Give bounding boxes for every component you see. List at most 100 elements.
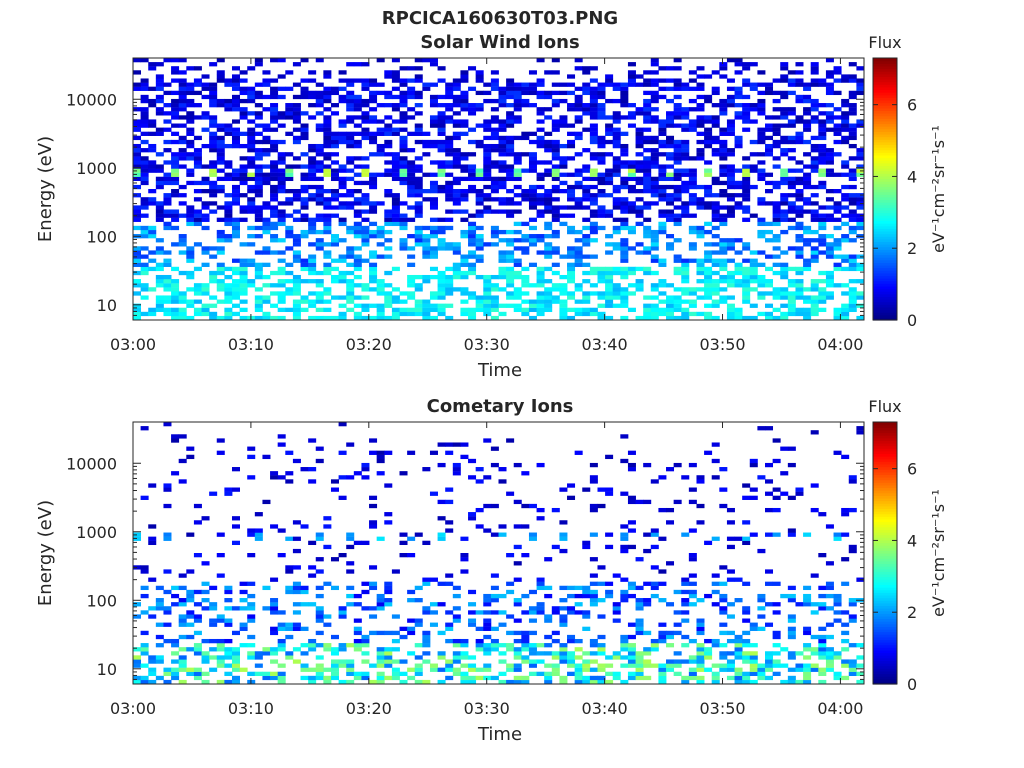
heatmap-cell bbox=[650, 70, 659, 75]
heatmap-cell bbox=[673, 254, 682, 259]
colorbar-segment bbox=[873, 545, 897, 549]
heatmap-cell bbox=[589, 638, 598, 644]
heatmap-cell bbox=[155, 164, 164, 169]
colorbar-segment bbox=[873, 262, 897, 266]
heatmap-cell bbox=[346, 262, 355, 267]
heatmap-cell bbox=[803, 152, 812, 157]
heatmap-cell bbox=[323, 667, 332, 672]
heatmap-cell bbox=[696, 279, 705, 284]
heatmap-cell bbox=[696, 156, 705, 161]
colorbar-segment bbox=[873, 466, 897, 470]
heatmap-cell bbox=[848, 143, 857, 149]
heatmap-cell bbox=[346, 115, 355, 120]
heatmap-cell bbox=[658, 86, 667, 91]
heatmap-cell bbox=[429, 610, 438, 615]
colorbar-segment bbox=[873, 94, 897, 98]
heatmap-cell bbox=[620, 254, 629, 259]
heatmap-cell bbox=[627, 225, 636, 231]
heatmap-cell bbox=[460, 307, 469, 313]
heatmap-cell bbox=[696, 266, 705, 272]
heatmap-cell bbox=[468, 176, 477, 182]
colorbar-segment bbox=[873, 532, 897, 536]
heatmap-cell bbox=[399, 148, 408, 153]
heatmap-cell bbox=[369, 524, 378, 529]
heatmap-cell bbox=[620, 589, 629, 595]
heatmap-cell bbox=[460, 234, 469, 239]
heatmap-cell bbox=[574, 152, 583, 157]
heatmap-cell bbox=[650, 107, 659, 112]
heatmap-cell bbox=[643, 168, 652, 173]
heatmap-cell bbox=[589, 270, 598, 276]
colorbar-segment bbox=[873, 623, 897, 627]
heatmap-cell bbox=[429, 82, 438, 87]
heatmap-cell bbox=[803, 647, 812, 652]
heatmap-cell bbox=[627, 462, 636, 468]
heatmap-cell bbox=[749, 139, 758, 145]
heatmap-cell bbox=[193, 307, 202, 313]
heatmap-cell bbox=[696, 115, 705, 120]
heatmap-cell bbox=[300, 90, 309, 96]
heatmap-cell bbox=[270, 234, 279, 239]
heatmap-cell bbox=[803, 94, 812, 100]
heatmap-cell bbox=[422, 254, 431, 259]
heatmap-cell bbox=[308, 303, 317, 308]
heatmap-cell bbox=[277, 250, 286, 255]
heatmap-cell bbox=[384, 160, 393, 165]
heatmap-cell bbox=[475, 307, 484, 313]
heatmap-cell bbox=[856, 679, 865, 685]
heatmap-cell bbox=[719, 164, 728, 169]
heatmap-cell bbox=[643, 148, 652, 153]
heatmap-cell bbox=[399, 307, 408, 313]
heatmap-cell bbox=[346, 176, 355, 182]
heatmap-cell bbox=[833, 209, 842, 214]
heatmap-cell bbox=[308, 479, 317, 484]
heatmap-cell bbox=[468, 213, 477, 218]
heatmap-cell bbox=[475, 209, 484, 214]
heatmap-cell bbox=[133, 152, 142, 157]
heatmap-cell bbox=[437, 499, 446, 505]
heatmap-cell bbox=[818, 655, 827, 660]
heatmap-cell bbox=[384, 229, 393, 235]
heatmap-cell bbox=[193, 299, 202, 304]
heatmap-cell bbox=[490, 70, 499, 75]
heatmap-cell bbox=[201, 659, 210, 664]
heatmap-cell bbox=[201, 115, 210, 120]
heatmap-cell bbox=[536, 184, 545, 190]
heatmap-cell bbox=[422, 577, 431, 582]
heatmap-cell bbox=[780, 270, 789, 276]
heatmap-cell bbox=[803, 119, 812, 124]
heatmap-cell bbox=[711, 303, 720, 308]
heatmap-cell bbox=[704, 291, 713, 296]
heatmap-cell bbox=[696, 626, 705, 631]
heatmap-cell bbox=[133, 303, 142, 308]
heatmap-cell bbox=[209, 246, 218, 251]
heatmap-cell bbox=[658, 78, 667, 83]
heatmap-cell bbox=[734, 168, 743, 173]
heatmap-cell bbox=[589, 462, 598, 468]
heatmap-cell bbox=[513, 193, 522, 198]
heatmap-cell bbox=[384, 598, 393, 603]
heatmap-cell bbox=[224, 103, 233, 108]
heatmap-cell bbox=[498, 164, 507, 169]
heatmap-cell bbox=[544, 160, 553, 165]
heatmap-cell bbox=[726, 164, 735, 169]
heatmap-cell bbox=[597, 667, 606, 672]
heatmap-cell bbox=[803, 164, 812, 169]
heatmap-cell bbox=[346, 593, 355, 599]
colorbar-segment bbox=[873, 241, 897, 245]
heatmap-cell bbox=[574, 66, 583, 71]
heatmap-cell bbox=[506, 589, 515, 595]
heatmap-cell bbox=[620, 225, 629, 231]
heatmap-cell bbox=[490, 131, 499, 136]
heatmap-cell bbox=[787, 495, 796, 500]
heatmap-cell bbox=[376, 287, 385, 292]
heatmap-cell bbox=[658, 209, 667, 214]
heatmap-cell bbox=[353, 266, 362, 272]
heatmap-cell bbox=[452, 123, 461, 128]
heatmap-cell bbox=[681, 184, 690, 190]
heatmap-cell bbox=[407, 148, 416, 153]
heatmap-cell bbox=[475, 78, 484, 83]
heatmap-cell bbox=[658, 152, 667, 157]
heatmap-cell bbox=[559, 675, 568, 681]
heatmap-cell bbox=[681, 172, 690, 177]
